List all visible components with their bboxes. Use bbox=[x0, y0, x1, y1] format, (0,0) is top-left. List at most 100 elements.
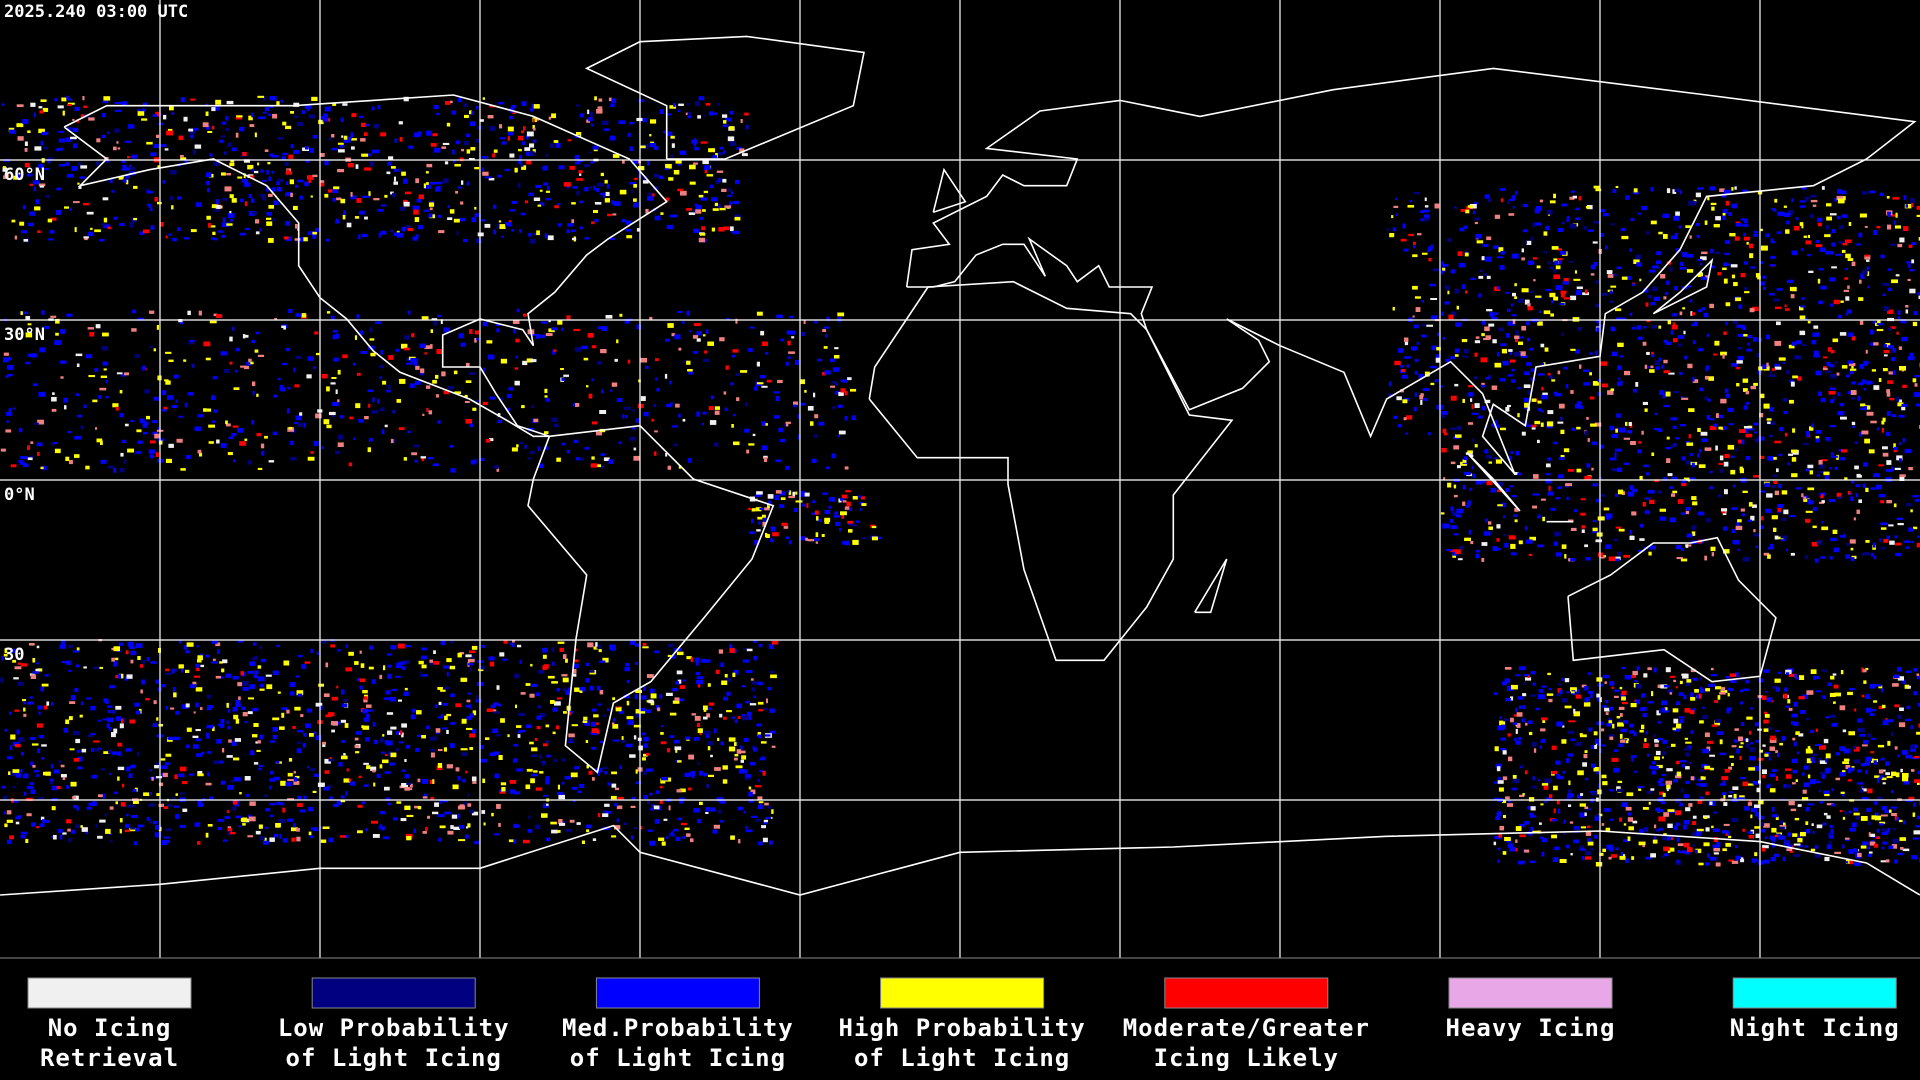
icing-pixel bbox=[479, 665, 485, 670]
icing-pixel bbox=[426, 385, 431, 389]
icing-pixel bbox=[1654, 360, 1661, 366]
icing-pixel bbox=[703, 114, 706, 117]
icing-pixel bbox=[1748, 799, 1752, 803]
icing-pixel bbox=[834, 390, 839, 395]
icing-pixel bbox=[328, 758, 334, 762]
icing-pixel bbox=[112, 751, 118, 755]
icing-pixel bbox=[1896, 331, 1899, 335]
icing-pixel bbox=[1916, 214, 1920, 217]
icing-pixel bbox=[697, 728, 703, 733]
icing-pixel bbox=[238, 825, 242, 828]
icing-pixel bbox=[1524, 299, 1530, 305]
icing-pixel bbox=[1524, 407, 1529, 410]
icing-pixel bbox=[1725, 833, 1728, 836]
icing-pixel bbox=[41, 683, 49, 687]
icing-pixel bbox=[1647, 295, 1652, 299]
icing-pixel bbox=[180, 155, 184, 158]
icing-pixel bbox=[1769, 738, 1777, 743]
icing-pixel bbox=[10, 734, 16, 740]
icing-pixel bbox=[211, 661, 218, 664]
icing-pixel bbox=[851, 415, 856, 421]
icing-pixel bbox=[77, 766, 83, 770]
icing-pixel bbox=[593, 148, 598, 152]
icing-pixel bbox=[526, 135, 529, 140]
icing-pixel bbox=[286, 408, 290, 414]
icing-pixel bbox=[165, 753, 172, 757]
icing-pixel bbox=[1911, 259, 1915, 264]
icing-pixel bbox=[120, 373, 126, 377]
icing-pixel bbox=[579, 113, 584, 118]
icing-pixel bbox=[156, 762, 161, 767]
icing-pixel bbox=[379, 364, 385, 369]
icing-pixel bbox=[1560, 290, 1567, 294]
icing-pixel bbox=[277, 136, 284, 140]
icing-pixel bbox=[1754, 431, 1758, 434]
icing-pixel bbox=[1871, 369, 1876, 372]
icing-pixel bbox=[1901, 403, 1908, 407]
icing-pixel bbox=[1829, 425, 1836, 428]
icing-pixel bbox=[621, 736, 624, 741]
icing-pixel bbox=[229, 194, 234, 199]
icing-pixel bbox=[654, 819, 660, 824]
icing-pixel bbox=[1799, 330, 1806, 336]
icing-pixel bbox=[1789, 379, 1794, 383]
icing-pixel bbox=[80, 825, 83, 828]
icing-pixel bbox=[460, 748, 468, 751]
icing-pixel bbox=[98, 794, 105, 798]
icing-pixel bbox=[446, 764, 453, 769]
icing-pixel bbox=[130, 827, 135, 830]
icing-pixel bbox=[1699, 449, 1702, 453]
icing-pixel bbox=[1572, 195, 1577, 199]
icing-pixel bbox=[1755, 273, 1760, 278]
icing-pixel bbox=[466, 181, 469, 186]
icing-pixel bbox=[1637, 212, 1641, 215]
icing-pixel bbox=[483, 822, 486, 826]
icing-pixel bbox=[1528, 347, 1534, 351]
icing-pixel bbox=[137, 111, 145, 116]
icing-pixel bbox=[259, 836, 265, 841]
icing-pixel bbox=[235, 347, 240, 352]
icing-pixel bbox=[153, 820, 157, 825]
icing-pixel bbox=[121, 439, 127, 443]
icing-pixel bbox=[1630, 441, 1636, 445]
icing-pixel bbox=[1753, 382, 1758, 386]
icing-pixel bbox=[1441, 311, 1444, 317]
icing-pixel bbox=[1636, 325, 1641, 330]
icing-pixel bbox=[708, 774, 714, 777]
icing-pixel bbox=[496, 328, 499, 333]
icing-pixel bbox=[47, 157, 54, 160]
icing-pixel bbox=[248, 115, 253, 121]
icing-pixel bbox=[1717, 494, 1722, 498]
icing-pixel bbox=[197, 659, 202, 663]
icing-pixel bbox=[368, 327, 373, 333]
icing-pixel bbox=[1602, 674, 1609, 679]
icing-pixel bbox=[758, 734, 762, 739]
icing-pixel bbox=[1893, 450, 1898, 453]
icing-pixel bbox=[1860, 275, 1865, 279]
icing-pixel bbox=[695, 661, 699, 666]
icing-pixel bbox=[596, 360, 602, 365]
icing-pixel bbox=[1798, 733, 1804, 737]
icing-pixel bbox=[141, 118, 148, 121]
icing-pixel bbox=[313, 441, 319, 446]
icing-pixel bbox=[1693, 199, 1697, 203]
icing-pixel bbox=[776, 314, 783, 319]
icing-pixel bbox=[1904, 718, 1912, 722]
icing-pixel bbox=[162, 180, 166, 184]
icing-pixel bbox=[1428, 432, 1431, 436]
icing-pixel bbox=[1526, 321, 1530, 326]
icing-pixel bbox=[1853, 517, 1856, 521]
icing-pixel bbox=[1462, 501, 1466, 506]
icing-pixel bbox=[838, 391, 844, 396]
icing-pixel bbox=[103, 217, 108, 223]
icing-pixel bbox=[1593, 220, 1601, 224]
icing-pixel bbox=[228, 436, 234, 440]
icing-pixel bbox=[1454, 288, 1460, 294]
icing-pixel bbox=[452, 784, 459, 790]
icing-pixel bbox=[171, 112, 175, 115]
icing-pixel bbox=[1565, 485, 1569, 488]
icing-pixel bbox=[1813, 325, 1819, 329]
icing-pixel bbox=[1752, 504, 1757, 508]
icing-pixel bbox=[1913, 311, 1918, 315]
icing-pixel bbox=[1546, 463, 1551, 468]
